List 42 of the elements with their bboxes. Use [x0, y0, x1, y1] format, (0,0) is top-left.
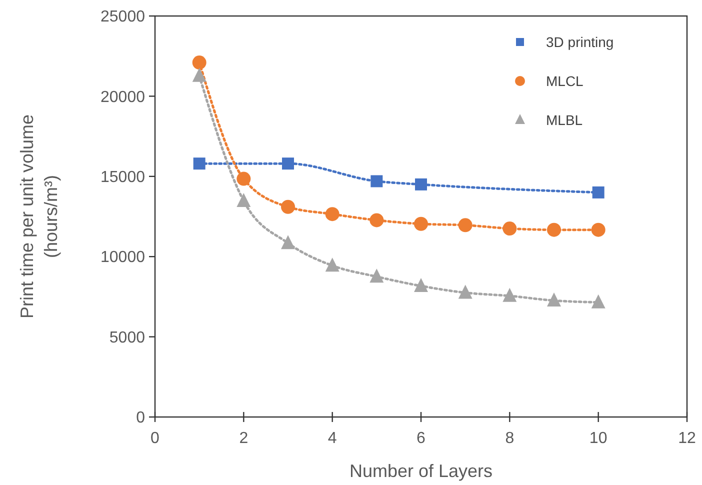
point [502, 222, 517, 236]
x-tick-label: 0 [150, 430, 160, 447]
x-tick-label: 12 [678, 430, 696, 447]
point [192, 56, 206, 70]
point [415, 178, 427, 190]
x-tick-label: 2 [239, 430, 248, 447]
point [547, 222, 561, 237]
x-tick-label: 10 [589, 430, 608, 447]
point [458, 218, 472, 232]
point [193, 158, 206, 170]
point [236, 192, 251, 207]
legend-label: 3D printing [546, 34, 614, 50]
legend-label: MLBL [546, 112, 583, 128]
point [592, 186, 604, 198]
y-tick-label: 20000 [100, 88, 146, 106]
point [325, 207, 340, 222]
x-tick-label: 4 [328, 430, 337, 447]
y-axis-title: Print time per unit volume (hours/m³) [17, 114, 61, 319]
point [591, 222, 606, 237]
point [282, 158, 294, 170]
point [325, 258, 340, 272]
x-axis-title: Number of Layers [349, 461, 493, 481]
x-tick-label: 8 [505, 430, 514, 447]
point [370, 268, 384, 283]
y-tick-label: 10000 [100, 249, 146, 266]
point [236, 172, 251, 186]
point [502, 288, 517, 302]
y-tick-label: 25000 [100, 8, 146, 26]
point [414, 278, 428, 292]
x-tick-label: 6 [416, 430, 426, 447]
y-tick-label: 5000 [109, 329, 146, 346]
y-tick-label: 15000 [100, 169, 146, 186]
point [370, 213, 384, 228]
point [547, 292, 561, 307]
point [281, 200, 295, 214]
point [591, 294, 606, 308]
point [458, 284, 472, 299]
point [281, 235, 295, 250]
point [414, 216, 428, 231]
y-tick-label: 0 [136, 410, 146, 427]
legend-label: MLCL [546, 72, 584, 89]
point [370, 175, 383, 188]
